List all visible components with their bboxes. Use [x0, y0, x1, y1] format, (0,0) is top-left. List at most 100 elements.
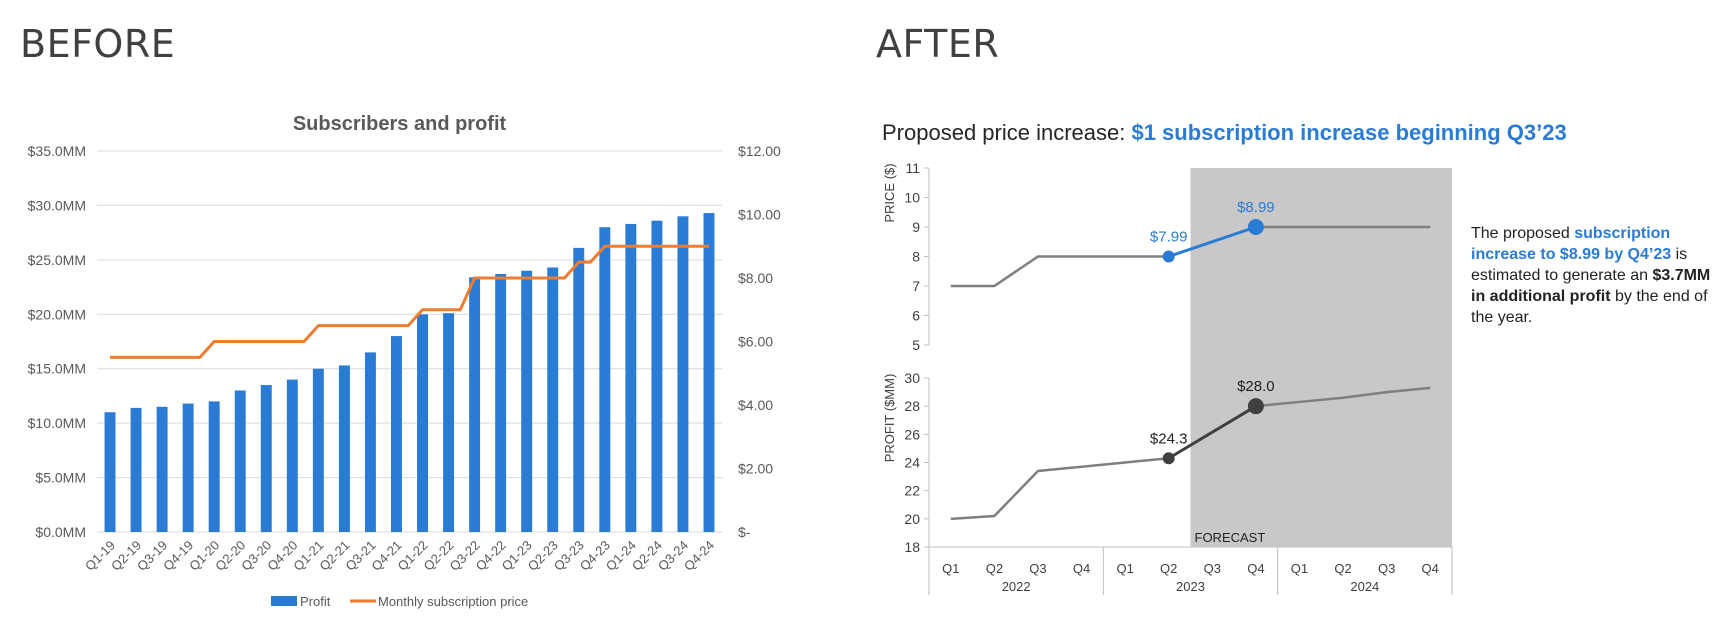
forecast-shade: [1190, 168, 1452, 547]
legend-price-label: Monthly subscription price: [378, 594, 528, 609]
price-y-tick-label: 10: [904, 190, 920, 206]
price-y-tick-label: 6: [912, 308, 920, 324]
profit-bar: [521, 270, 533, 532]
after-x-quarter-label: Q2: [986, 561, 1003, 576]
profit-bar: [364, 352, 376, 532]
profit-bar: [234, 390, 246, 532]
price-y-tick-label: 5: [912, 337, 920, 353]
after-x-quarter-label: Q1: [1291, 561, 1308, 576]
after-x-quarter-label: Q4: [1073, 561, 1090, 576]
profit-point-q4-23: [1247, 398, 1264, 415]
after-x-quarter-label: Q3: [1029, 561, 1046, 576]
after-x-year-label: 2024: [1350, 579, 1379, 594]
before-panel-title: BEFORE: [20, 22, 176, 66]
profit-bar: [156, 406, 168, 532]
price-y-tick-label: 9: [912, 219, 920, 235]
profit-bar: [182, 403, 194, 532]
profit-bar: [469, 277, 481, 532]
price-line: [110, 244, 709, 359]
profit-y-tick-label: 18: [904, 539, 920, 555]
profit-bar: [495, 274, 507, 532]
before-left-tick-label: $25.0MM: [28, 252, 86, 268]
price-point-q2-23: [1162, 250, 1175, 263]
profit-point-label: $28.0: [1237, 378, 1275, 395]
before-x-tick-label: Q4-24: [681, 538, 717, 574]
before-right-tick-label: $10.00: [738, 207, 781, 223]
annotation-part-2: subscription increase to $8.99 by Q4’23: [1471, 225, 1672, 263]
annotation-part-5: by the end of the year.: [1471, 288, 1708, 326]
profit-bar: [312, 368, 324, 532]
annotation-part-1: The proposed: [1471, 225, 1575, 242]
profit-bar: [130, 407, 142, 532]
before-right-tick-label: $8.00: [738, 270, 773, 286]
annotation-text: The proposed subscription increase to $8…: [1471, 223, 1716, 328]
profit-bar: [391, 336, 402, 532]
price-point-label: $7.99: [1150, 229, 1188, 246]
profit-y-tick-label: 22: [904, 483, 920, 499]
profit-history-line: [950, 457, 1169, 521]
profit-bar: [547, 267, 559, 532]
profit-bar: [443, 313, 455, 532]
price-increase-line: [1168, 225, 1257, 258]
after-x-year-label: 2023: [1176, 579, 1205, 594]
profit-y-tick-label: 30: [904, 370, 920, 386]
profit-bar: [338, 365, 350, 532]
before-right-tick-label: $4.00: [738, 397, 773, 413]
profit-bar: [286, 379, 298, 532]
after-x-year-label: 2022: [1002, 579, 1031, 594]
after-x-quarter-label: Q1: [1116, 561, 1133, 576]
before-left-tick-label: $5.0MM: [35, 470, 86, 486]
after-panel-title: AFTER: [876, 22, 1000, 66]
profit-y-axis-label: PROFIT ($MM): [882, 374, 897, 463]
profit-bar: [651, 220, 663, 532]
after-headline: Proposed price increase: $1 subscription…: [882, 120, 1567, 146]
after-x-quarter-label: Q3: [1204, 561, 1221, 576]
price-point-q4-23: [1247, 219, 1264, 235]
profit-bar: [625, 223, 637, 533]
after-x-quarter-label: Q3: [1378, 561, 1395, 576]
before-left-tick-label: $0.0MM: [35, 524, 86, 540]
before-left-tick-label: $20.0MM: [28, 306, 86, 322]
before-right-tick-label: $-: [738, 524, 751, 540]
profit-y-tick-label: 20: [904, 511, 920, 527]
price-y-tick-label: 11: [905, 160, 920, 176]
before-right-tick-label: $6.00: [738, 334, 773, 350]
profit-y-tick-label: 24: [904, 455, 920, 471]
forecast-label: FORECAST: [1195, 530, 1266, 545]
profit-y-tick-label: 28: [904, 398, 920, 414]
after-x-quarter-label: Q1: [942, 561, 959, 576]
price-y-tick-label: 7: [912, 278, 920, 294]
before-left-tick-label: $15.0MM: [28, 361, 86, 377]
price-y-tick-label: 8: [912, 249, 920, 265]
before-left-tick-label: $30.0MM: [28, 197, 86, 213]
profit-y-tick-label: 26: [904, 426, 920, 442]
price-y-axis-label: PRICE ($): [882, 163, 897, 222]
after-x-quarter-label: Q4: [1247, 561, 1264, 576]
before-chart-title: Subscribers and profit: [293, 113, 507, 135]
profit-bar: [208, 401, 220, 532]
profit-bar: [417, 314, 428, 532]
profit-bar: [260, 385, 272, 532]
headline-highlight: $1 subscription increase beginning Q3’23: [1131, 120, 1567, 145]
profit-forecast-line: [1255, 386, 1431, 408]
after-x-quarter-label: Q2: [1160, 561, 1177, 576]
annotation-part-3: is estimated to generate an: [1471, 246, 1688, 284]
profit-bar: [104, 412, 116, 532]
legend-profit-label: Profit: [300, 594, 331, 609]
before-right-tick-label: $12.00: [738, 143, 781, 159]
annotation-part-4: $3.7MM in additional profit: [1471, 267, 1711, 305]
before-right-tick-label: $2.00: [738, 461, 773, 477]
before-left-tick-label: $35.0MM: [28, 143, 86, 159]
price-history-line: [950, 255, 1169, 288]
profit-increase-line: [1167, 404, 1257, 460]
profit-bar: [677, 216, 689, 533]
after-x-quarter-label: Q2: [1334, 561, 1351, 576]
before-left-tick-label: $10.0MM: [28, 415, 86, 431]
profit-bar: [703, 213, 715, 532]
headline-prefix: Proposed price increase:: [882, 120, 1132, 145]
profit-point-label: $24.3: [1150, 430, 1188, 447]
profit-bar: [573, 247, 585, 532]
profit-bar: [599, 227, 611, 532]
legend-profit-swatch: [271, 596, 297, 606]
